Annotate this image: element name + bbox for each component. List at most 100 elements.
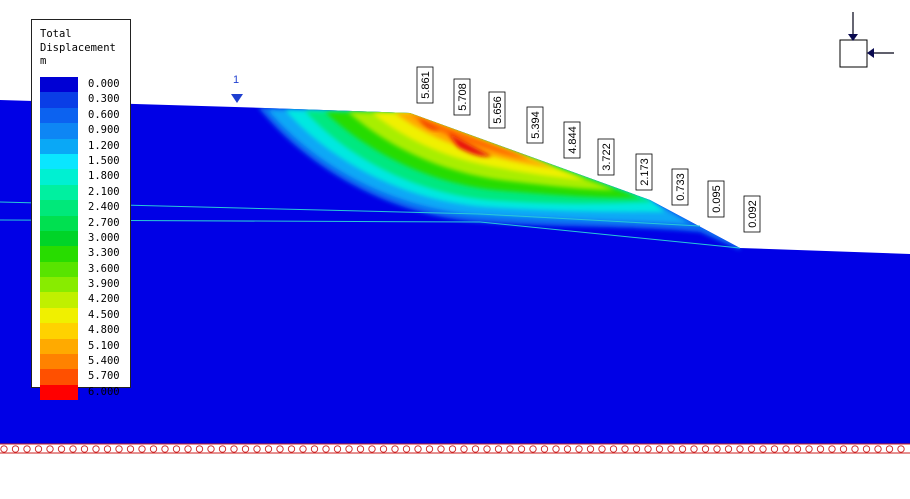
legend-entry: 6.000 xyxy=(40,384,125,401)
displacement-contours xyxy=(258,107,740,250)
legend-title: Total Displacement m xyxy=(40,28,116,69)
legend-value-label: 2.400 xyxy=(88,201,120,214)
svg-text:2.173: 2.173 xyxy=(639,158,651,186)
roller-support-icon xyxy=(414,445,422,453)
roller-support-icon xyxy=(448,445,457,453)
legend-value-label: 5.400 xyxy=(88,355,120,368)
roller-support-icon xyxy=(747,445,756,453)
legend-value-label: 5.100 xyxy=(88,339,120,352)
roller-support-icon xyxy=(115,445,123,453)
roller-support-icon xyxy=(540,445,549,453)
legend-swatch xyxy=(40,184,78,201)
roller-support-icon xyxy=(241,445,250,453)
roller-support-icon xyxy=(253,445,261,453)
contour-band-peak-2 xyxy=(418,118,440,131)
legend-entry: 3.300 xyxy=(40,246,125,262)
roller-support-icon xyxy=(529,445,537,453)
legend-value-label: 0.900 xyxy=(88,124,120,137)
roller-support-icon xyxy=(632,445,641,453)
roller-support-icon xyxy=(264,445,273,453)
svg-text:5.656: 5.656 xyxy=(492,96,504,124)
legend-value-label: 2.700 xyxy=(88,216,120,229)
roller-support-icon xyxy=(276,445,284,453)
roller-support-icon xyxy=(655,445,664,453)
surface-value-label: 5.861 xyxy=(416,66,434,104)
legend-entry: 2.700 xyxy=(40,215,125,231)
legend-swatch xyxy=(40,230,78,247)
roller-support-icon xyxy=(471,445,480,453)
roller-support-icon xyxy=(149,445,158,453)
roller-support-icon xyxy=(678,445,687,453)
roller-support-icon xyxy=(207,445,215,453)
legend-entry: 0.900 xyxy=(40,123,125,139)
legend-value-label: 1.500 xyxy=(88,154,120,167)
roller-support-icon xyxy=(230,445,238,453)
roller-support-icon xyxy=(345,445,353,453)
roller-support-icon xyxy=(287,445,296,453)
legend-swatch xyxy=(40,123,78,139)
svg-text:3.722: 3.722 xyxy=(601,143,613,171)
roller-support-icon xyxy=(483,445,491,453)
legend-value-label: 0.300 xyxy=(88,93,120,106)
roller-support-icon xyxy=(57,445,66,453)
legend-value-label: 4.200 xyxy=(88,293,120,306)
roller-support-icon xyxy=(333,445,342,453)
soil-body xyxy=(0,100,910,444)
legend-swatch xyxy=(40,107,78,124)
surface-value-label: 0.733 xyxy=(671,168,689,206)
legend-entry: 3.600 xyxy=(40,261,125,278)
legend-title-line3: m xyxy=(40,55,47,67)
roller-support-icon xyxy=(793,445,802,453)
legend-value-label: 0.000 xyxy=(88,78,120,90)
legend-value-label: 4.500 xyxy=(88,308,120,321)
surface-value-label: 3.722 xyxy=(597,138,615,176)
legend-entry: 1.800 xyxy=(40,169,125,185)
legend-swatch xyxy=(40,153,78,170)
legend-entry: 5.400 xyxy=(40,354,125,370)
roller-support-icon xyxy=(92,445,100,453)
legend-title-line1: Total xyxy=(40,28,72,40)
svg-text:5.708: 5.708 xyxy=(457,83,469,111)
roller-support-icon xyxy=(851,445,859,453)
roller-support-icon xyxy=(874,445,882,453)
surface-value-labels: 5.861 5.708 5.656 5.394 4.844 3.722 2.173 0.733… xyxy=(416,66,761,233)
legend-entries: 0.000 0.300 0.600 0.900 1.200 1.500 1.800 2.100… xyxy=(40,77,125,401)
roller-support-icon xyxy=(103,445,112,453)
roller-support-icon xyxy=(805,445,813,453)
legend-entry: 3.900 xyxy=(40,277,125,293)
legend-value-label: 6.000 xyxy=(88,385,120,398)
legend-entry: 4.500 xyxy=(40,307,125,324)
legend-entry: 1.200 xyxy=(40,138,125,154)
roller-support-icon xyxy=(586,445,595,453)
legend-value-label: 1.200 xyxy=(88,139,120,152)
roller-support-icon xyxy=(11,445,20,453)
water-line-lower xyxy=(0,219,741,249)
roller-support-icon xyxy=(80,445,89,453)
legend-entry: 5.100 xyxy=(40,338,125,355)
water-line-upper xyxy=(0,201,701,227)
roller-support-icon xyxy=(195,445,204,453)
legend-swatch xyxy=(40,354,78,370)
legend-swatch xyxy=(40,384,78,401)
legend-entry: 2.100 xyxy=(40,184,125,201)
surface-value-label: 5.394 xyxy=(526,106,544,144)
svg-text:0.092: 0.092 xyxy=(747,200,759,228)
element-box-icon xyxy=(839,39,868,68)
roller-support-icon xyxy=(402,445,411,453)
roller-support-icon xyxy=(356,445,365,453)
roller-support-icon xyxy=(575,445,583,453)
svg-text:5.394: 5.394 xyxy=(530,111,542,139)
contour-band-peak xyxy=(448,133,492,157)
legend-entry: 5.700 xyxy=(40,369,125,385)
legend-value-label: 0.600 xyxy=(88,108,120,121)
legend-swatch xyxy=(40,215,78,231)
roller-support-icon xyxy=(759,445,767,453)
roller-support-icon xyxy=(621,445,629,453)
roller-support-icon xyxy=(609,445,618,453)
legend-value-label: 3.300 xyxy=(88,247,120,260)
roller-support-icon xyxy=(368,445,376,453)
section-marker-label: 1 xyxy=(233,74,240,86)
legend-value-label: 5.700 xyxy=(88,370,120,383)
legend-swatch xyxy=(40,369,78,385)
